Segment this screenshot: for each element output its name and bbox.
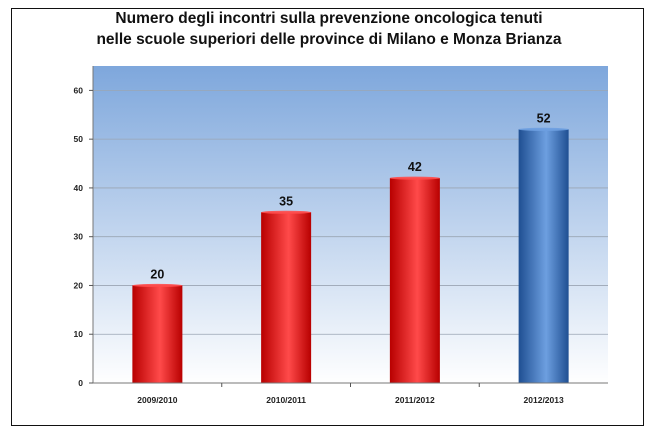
chart-title-line-2: nelle scuole superiori delle province di… xyxy=(96,31,562,48)
bar xyxy=(389,178,440,383)
data-label: 20 xyxy=(150,267,164,281)
bar-top-cap xyxy=(261,210,312,214)
x-tick-label: 2009/2010 xyxy=(137,395,177,405)
y-tick-label: 30 xyxy=(74,232,84,242)
y-tick-label: 20 xyxy=(74,280,84,290)
y-axis-ticks: 0 10 20 30 40 50 60 xyxy=(74,85,93,388)
x-axis-ticks: 2009/2010 2010/2011 2011/2012 2012/2013 xyxy=(137,383,564,405)
x-tick-label: 2010/2011 xyxy=(266,395,306,405)
data-labels: 20 35 42 52 xyxy=(150,111,550,281)
y-tick-label: 0 xyxy=(78,378,83,388)
x-tick-label: 2012/2013 xyxy=(524,395,564,405)
y-tick-label: 40 xyxy=(74,183,84,193)
bar xyxy=(518,129,569,383)
data-label: 35 xyxy=(279,194,293,208)
data-label: 42 xyxy=(408,160,422,174)
data-label: 52 xyxy=(537,111,551,125)
x-tick-label: 2011/2012 xyxy=(395,395,435,405)
bar xyxy=(132,285,183,383)
bar xyxy=(261,212,312,383)
bar-top-cap xyxy=(132,283,183,288)
y-tick-label: 10 xyxy=(74,329,84,339)
bar-top-cap xyxy=(518,127,569,131)
y-tick-label: 60 xyxy=(74,85,84,95)
bar-top-cap xyxy=(389,176,440,180)
chart-title: Numero degli incontri sulla prevenzione … xyxy=(0,8,658,50)
bars xyxy=(132,127,569,383)
chart-title-line-1: Numero degli incontri sulla prevenzione … xyxy=(115,10,543,27)
y-tick-label: 50 xyxy=(74,134,84,144)
